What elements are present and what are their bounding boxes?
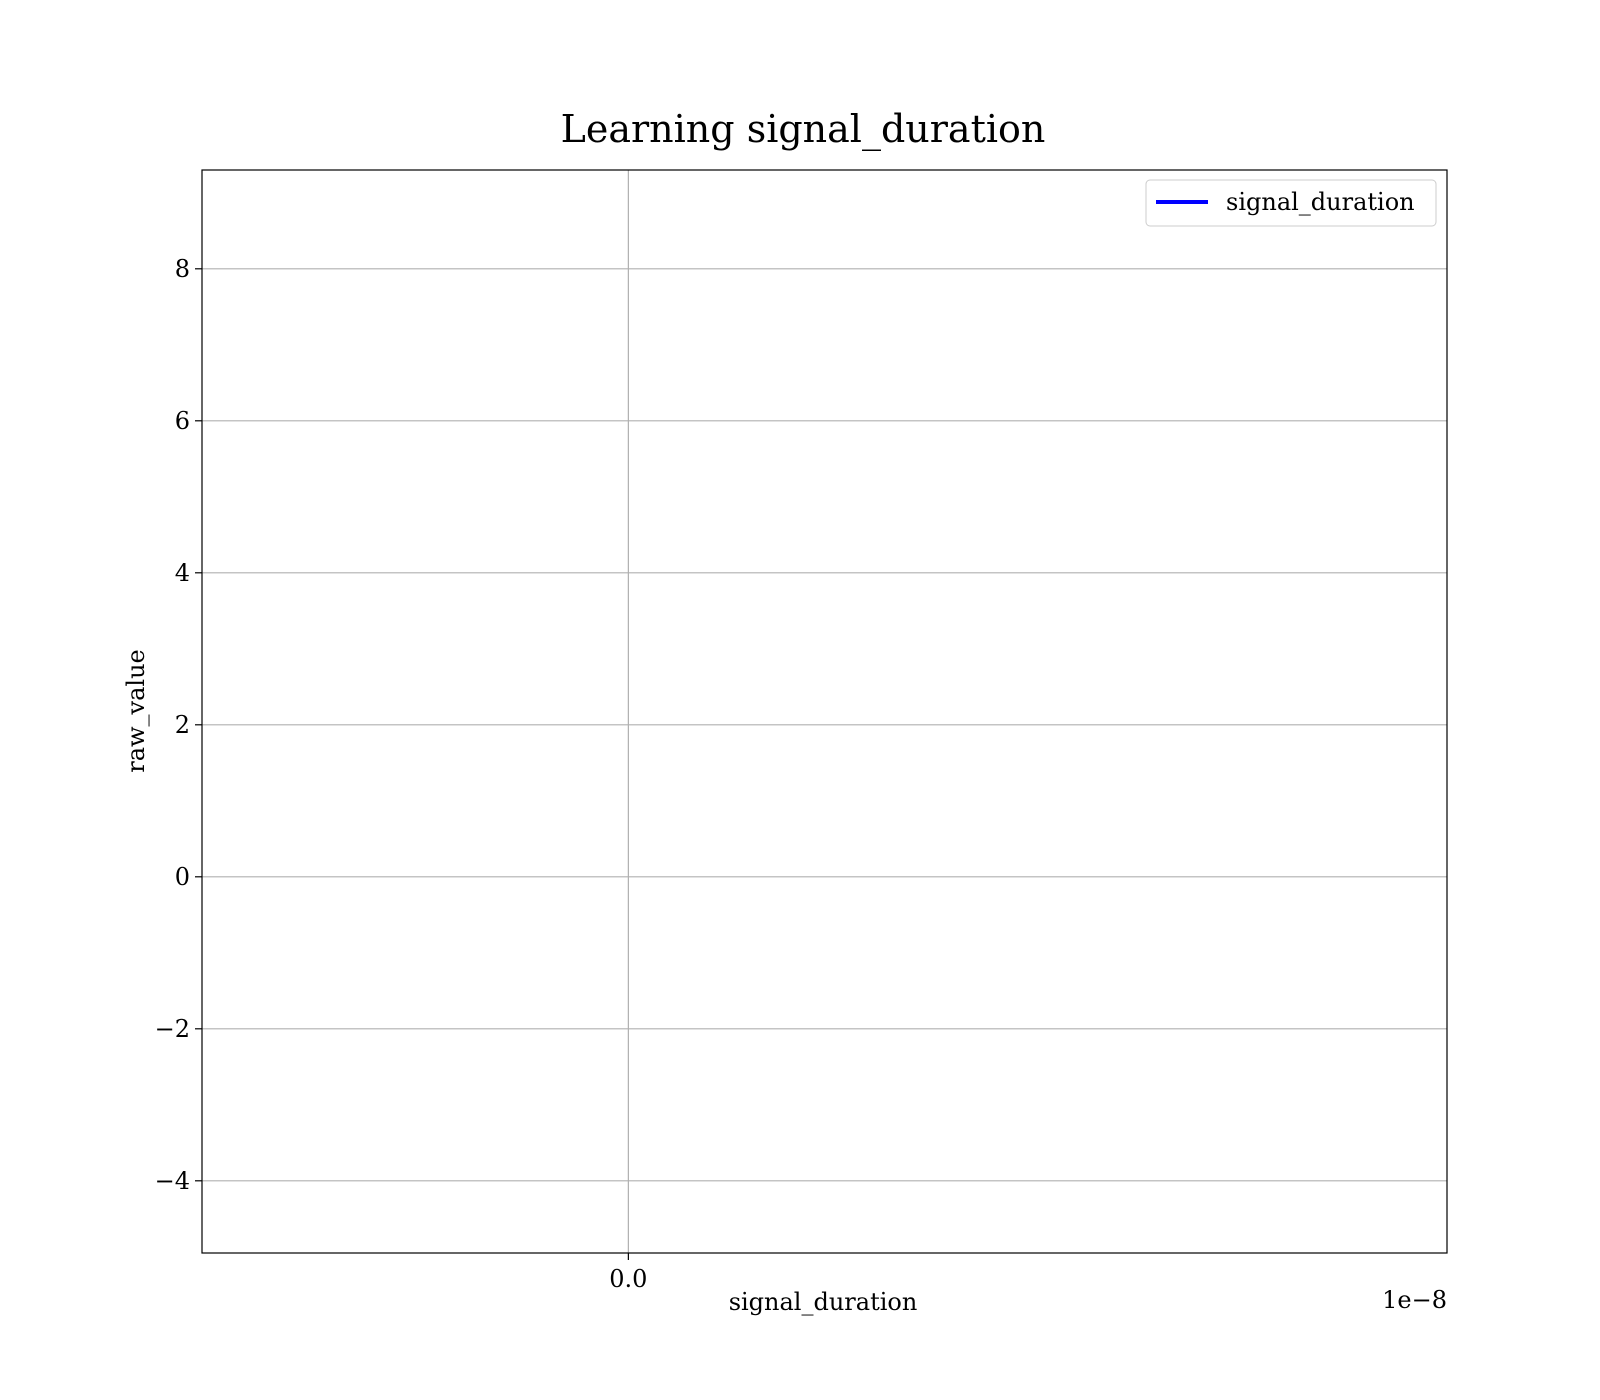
- y-tick-label: 6: [175, 407, 190, 435]
- chart-title: Learning signal_duration: [561, 107, 1046, 152]
- y-tick-label: 8: [175, 255, 190, 283]
- x-axis-offset-label: 1e−8: [1382, 1286, 1447, 1314]
- y-tick-label: 4: [175, 559, 190, 587]
- plot-frame: [202, 170, 1447, 1253]
- x-axis-label: signal_duration: [729, 1288, 918, 1316]
- x-axis-ticks: 0.00.20.40.60.81.01.21.4: [609, 1253, 1600, 1293]
- y-tick-label: −4: [155, 1167, 190, 1195]
- legend-label-signal-duration: signal_duration: [1226, 188, 1415, 216]
- y-tick-label: 0: [175, 863, 190, 891]
- y-tick-label: 2: [175, 711, 190, 739]
- legend: signal_duration: [1146, 180, 1436, 226]
- y-axis-label: raw_value: [122, 649, 150, 773]
- y-tick-label: −2: [155, 1015, 190, 1043]
- grid: [202, 170, 1600, 1253]
- x-tick-label: 0.0: [609, 1265, 647, 1293]
- y-axis-ticks: −4 −2 0 2 4 6 8: [155, 255, 202, 1195]
